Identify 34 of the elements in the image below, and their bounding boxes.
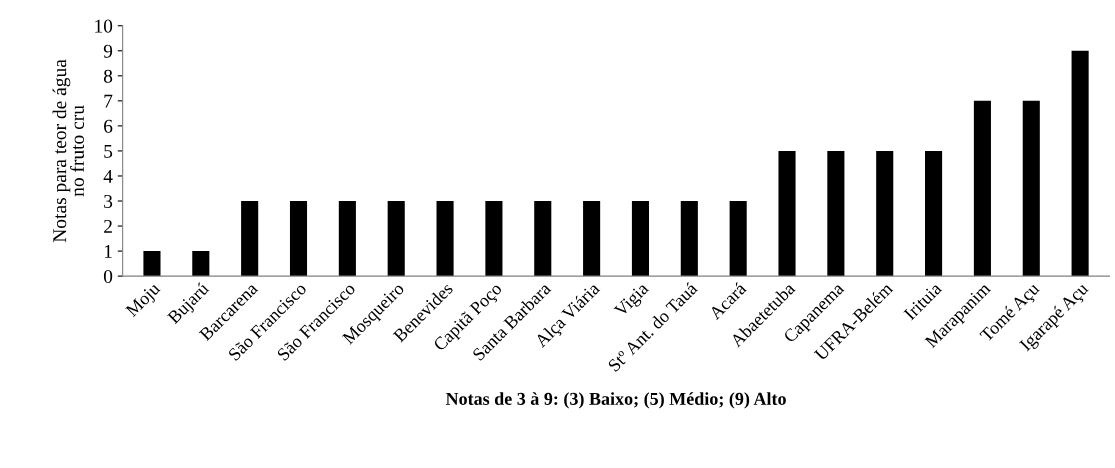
y-tick-label: 0 bbox=[103, 269, 113, 284]
bar bbox=[338, 201, 356, 277]
x-axis-title: Notas de 3 à 9: (3) Baixo; (5) Médio; (9) Alto bbox=[445, 392, 786, 409]
bar bbox=[631, 201, 650, 277]
y-tick-label: 4 bbox=[103, 169, 113, 183]
y-tick-label: 10 bbox=[95, 19, 113, 33]
bar bbox=[876, 150, 894, 277]
bar bbox=[241, 201, 259, 277]
bar bbox=[387, 201, 405, 277]
bar bbox=[534, 201, 552, 277]
x-tick-label: Vigia bbox=[613, 281, 652, 321]
bar bbox=[289, 201, 308, 277]
y-tick-label: 7 bbox=[104, 94, 113, 108]
y-tick-label: 5 bbox=[104, 144, 113, 158]
bar bbox=[729, 201, 747, 277]
bar bbox=[485, 201, 503, 277]
bar bbox=[778, 150, 796, 277]
bar bbox=[143, 251, 161, 277]
bar bbox=[827, 150, 845, 277]
y-tick-label: 8 bbox=[103, 69, 113, 83]
bar bbox=[436, 201, 454, 277]
y-tick-label: 1 bbox=[104, 244, 112, 258]
bar bbox=[1071, 50, 1089, 277]
y-tick-label: 6 bbox=[104, 119, 113, 133]
y-tick-label: 2 bbox=[104, 219, 112, 233]
y-tick-label: 3 bbox=[104, 194, 113, 208]
bar bbox=[973, 100, 991, 277]
bar bbox=[680, 201, 698, 277]
y-axis-title: Notas para teor de água no fruto cru bbox=[52, 59, 84, 243]
bar bbox=[925, 150, 943, 277]
bar bbox=[1022, 100, 1040, 277]
y-tick-label: 9 bbox=[103, 44, 113, 58]
bar bbox=[192, 251, 210, 277]
bar bbox=[583, 201, 601, 277]
